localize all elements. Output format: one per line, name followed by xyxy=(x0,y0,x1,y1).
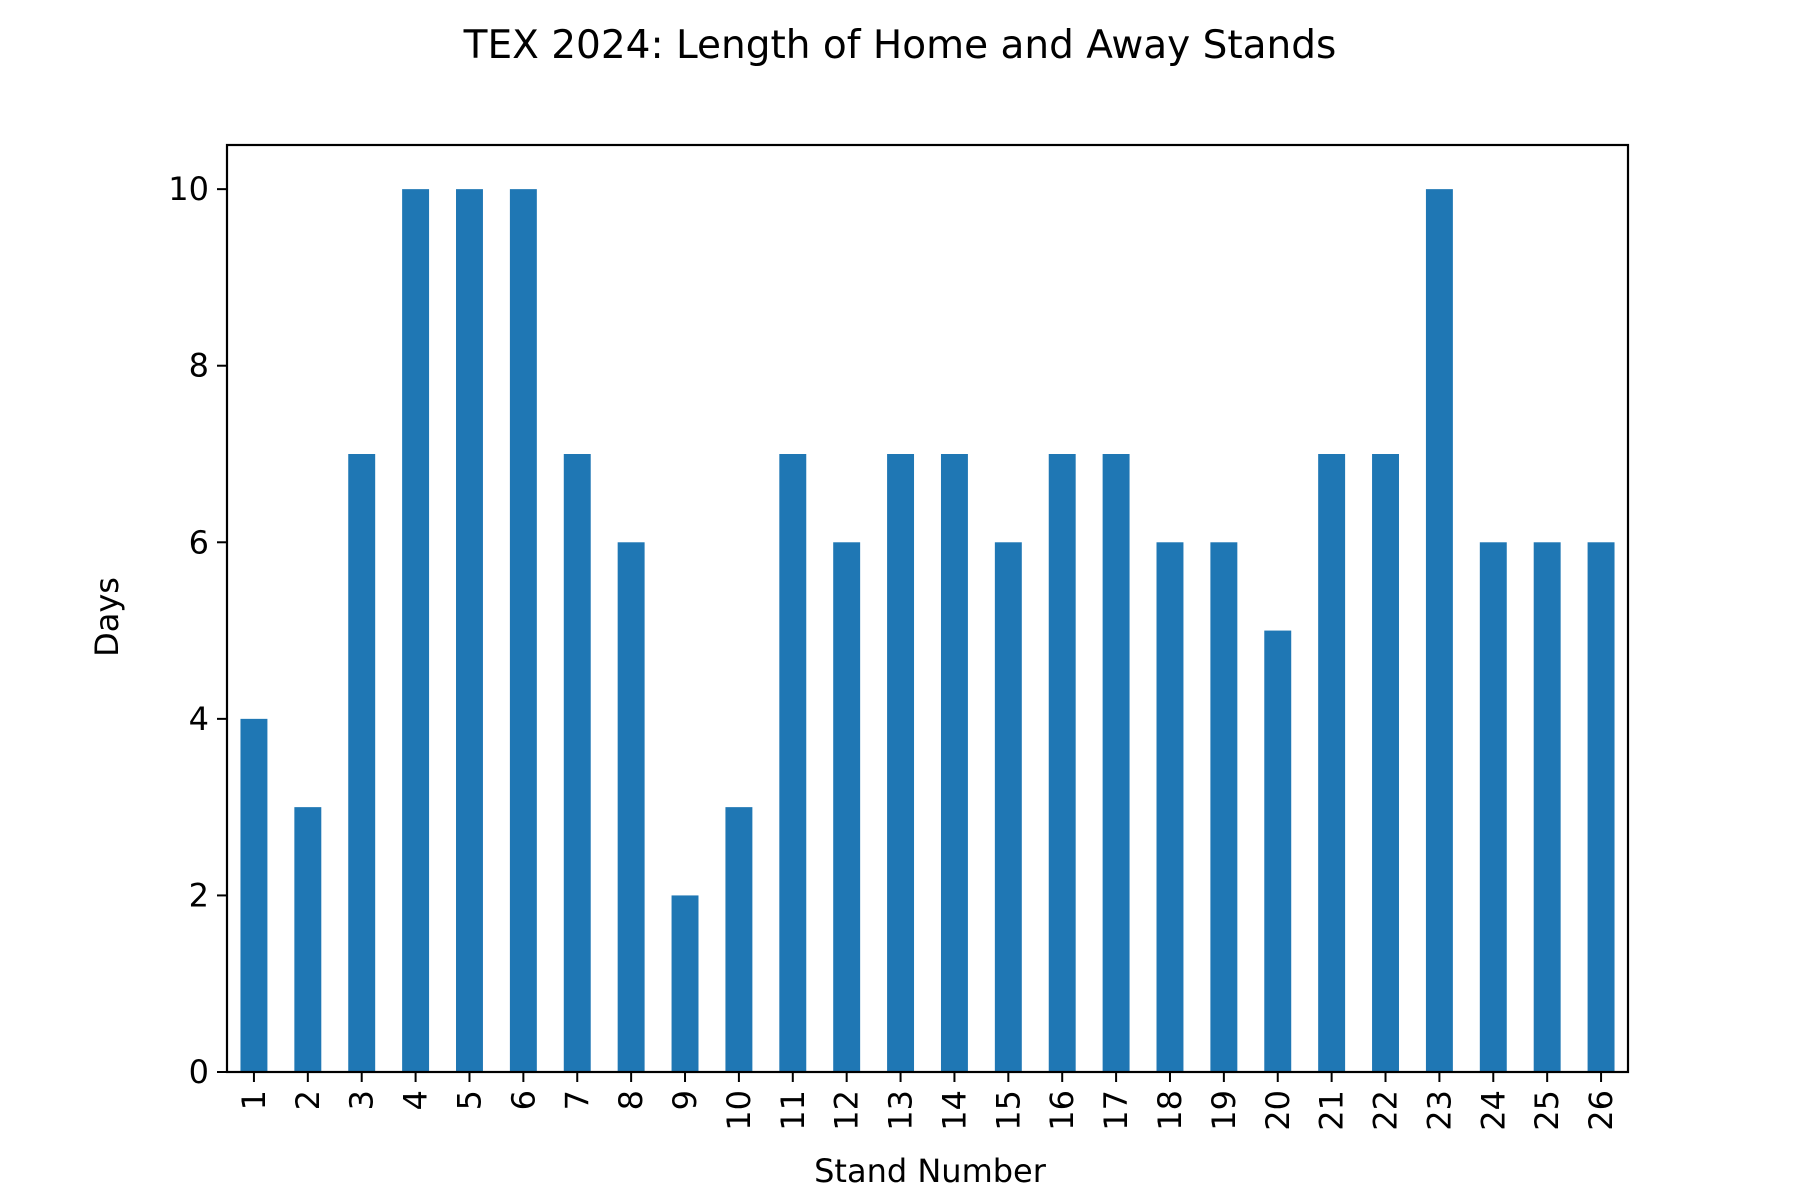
x-tick-label: 10 xyxy=(720,1090,758,1131)
x-tick-label: 4 xyxy=(397,1090,435,1110)
x-axis: 1 2 3 4 5 6 7 8 9 10 11 12 13 14 15 16 17 18 19 20 21 22 23 24 2… xyxy=(235,1072,1620,1131)
bar-stand-1 xyxy=(240,718,268,1072)
bar-stand-17 xyxy=(1102,454,1130,1072)
x-axis-label: Stand Number xyxy=(814,1152,1047,1190)
x-tick-label: 23 xyxy=(1420,1090,1458,1131)
bar-stand-16 xyxy=(1048,454,1076,1072)
x-tick-label: 8 xyxy=(612,1090,650,1110)
bar-stand-25 xyxy=(1533,542,1561,1072)
x-tick-label: 14 xyxy=(935,1090,973,1131)
bar-stand-2 xyxy=(294,807,322,1072)
y-tick-label: 2 xyxy=(189,876,209,914)
bar-stand-4 xyxy=(402,189,430,1073)
x-tick-label: 20 xyxy=(1259,1090,1297,1131)
bar-stand-20 xyxy=(1264,630,1292,1072)
x-tick-label: 2 xyxy=(289,1090,327,1110)
bar-stand-7 xyxy=(563,454,591,1072)
bar-stand-22 xyxy=(1372,454,1399,1072)
bars-group xyxy=(240,189,1615,1073)
x-tick-label: 15 xyxy=(989,1090,1027,1131)
x-tick-label: 3 xyxy=(343,1090,381,1110)
bar-stand-21 xyxy=(1318,454,1346,1072)
bar-stand-26 xyxy=(1587,542,1615,1072)
x-tick-label: 22 xyxy=(1367,1090,1405,1131)
x-tick-label: 24 xyxy=(1474,1090,1512,1131)
x-tick-label: 6 xyxy=(504,1090,542,1110)
y-tick-label: 4 xyxy=(189,700,209,738)
x-tick-label: 17 xyxy=(1097,1090,1135,1131)
x-tick-label: 26 xyxy=(1582,1090,1620,1131)
x-tick-label: 12 xyxy=(828,1090,866,1131)
bar-stand-8 xyxy=(617,542,645,1072)
bar-stand-15 xyxy=(994,542,1022,1072)
bar-stand-24 xyxy=(1479,542,1507,1072)
x-tick-label: 18 xyxy=(1151,1090,1189,1131)
x-tick-label: 19 xyxy=(1205,1090,1243,1131)
y-axis-label: Days xyxy=(88,577,126,657)
bar-stand-9 xyxy=(671,895,699,1072)
chart-title: TEX 2024: Length of Home and Away Stands xyxy=(463,23,1337,68)
bar-stand-13 xyxy=(887,454,915,1072)
bar-stand-23 xyxy=(1425,189,1453,1073)
bar-stand-3 xyxy=(348,454,376,1072)
x-tick-label: 5 xyxy=(450,1090,488,1110)
y-tick-label: 0 xyxy=(189,1053,209,1091)
bar-stand-5 xyxy=(456,189,483,1073)
y-axis: 0 2 4 6 8 10 xyxy=(168,170,227,1091)
bar-stand-14 xyxy=(940,454,968,1072)
bar-stand-10 xyxy=(725,807,753,1072)
x-tick-label: 16 xyxy=(1043,1090,1081,1131)
x-tick-label: 21 xyxy=(1313,1090,1351,1131)
x-tick-label: 25 xyxy=(1528,1090,1566,1131)
plot-frame xyxy=(225,143,1630,1074)
x-tick-label: 7 xyxy=(558,1090,596,1110)
bar-stand-19 xyxy=(1210,542,1238,1072)
x-tick-label: 9 xyxy=(666,1090,704,1110)
y-tick-label: 8 xyxy=(189,347,209,385)
bar-stand-6 xyxy=(509,189,537,1073)
bar-stand-18 xyxy=(1156,542,1184,1072)
bar-stand-11 xyxy=(779,454,807,1072)
y-tick-label: 10 xyxy=(168,170,209,208)
bar-stand-12 xyxy=(833,542,861,1072)
x-tick-label: 11 xyxy=(774,1090,812,1131)
x-tick-label: 1 xyxy=(235,1090,273,1110)
y-tick-label: 6 xyxy=(189,523,209,561)
x-tick-label: 13 xyxy=(882,1090,920,1131)
